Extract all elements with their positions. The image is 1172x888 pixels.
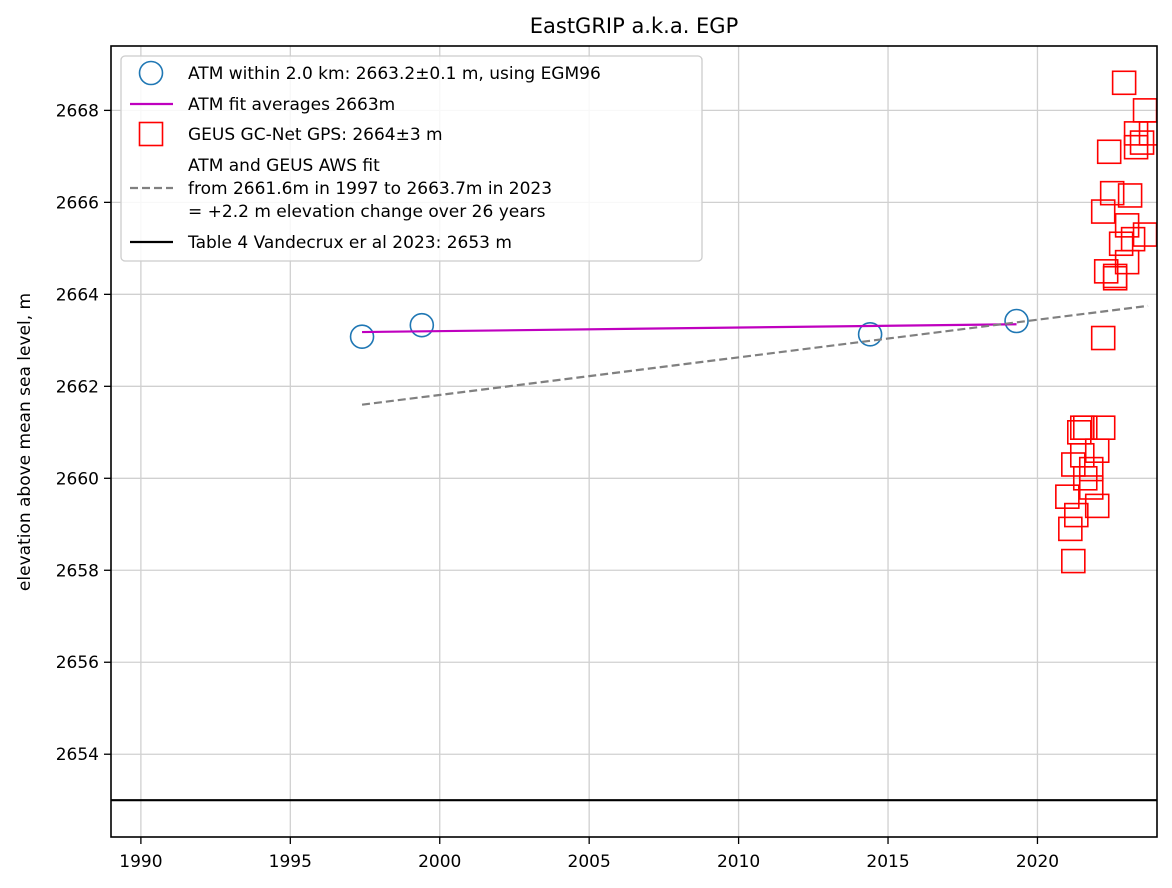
x-tick-label: 2020 xyxy=(1016,852,1059,872)
gps-point xyxy=(1058,516,1083,542)
y-tick-label: 2660 xyxy=(56,469,99,489)
legend-handle-circle xyxy=(138,60,164,86)
x-tick-label: 2005 xyxy=(568,852,611,872)
legend-label: ATM fit averages 2663m xyxy=(188,95,395,115)
gps-point xyxy=(1096,139,1122,165)
gps-point xyxy=(1090,325,1116,351)
gps-point xyxy=(1069,442,1095,468)
legend: ATM within 2.0 km: 2663.2±0.1 m, using E… xyxy=(120,55,703,262)
plot-frame xyxy=(110,45,1158,838)
gps-point xyxy=(1111,70,1137,96)
atm-point xyxy=(349,324,375,349)
gps-point xyxy=(1129,130,1155,155)
atm-point xyxy=(857,322,883,347)
x-tick-label: 2010 xyxy=(717,852,760,872)
gps-point xyxy=(1061,548,1086,574)
legend-label: Table 4 Vandecrux er al 2023: 2653 m xyxy=(187,233,512,253)
y-tick-label: 2654 xyxy=(56,745,99,765)
gps-point xyxy=(1138,121,1157,146)
gps-point xyxy=(1066,420,1092,445)
legend-label: ATM and GEUS AWS fit xyxy=(188,156,380,176)
gps-point xyxy=(1090,199,1116,224)
y-tick-label: 2656 xyxy=(56,653,99,673)
gps-point xyxy=(1117,183,1143,208)
gps-point xyxy=(1055,484,1080,509)
y-tick-label: 2658 xyxy=(56,561,99,581)
gps-point xyxy=(1078,475,1104,500)
plot-data xyxy=(111,70,1157,802)
gps-point xyxy=(1069,415,1095,441)
gps-point xyxy=(1084,493,1110,519)
gps-point xyxy=(1123,121,1149,146)
legend-label: from 2661.6m in 1997 to 2663.7m in 2023 xyxy=(188,179,552,199)
atm-point xyxy=(409,312,435,338)
legend-label: GEUS GC-Net GPS: 2664±3 m xyxy=(188,125,443,145)
gps-point xyxy=(1099,180,1125,206)
y-axis-label: elevation above mean sea level, m xyxy=(15,293,35,591)
gps-point xyxy=(1064,502,1089,528)
gps-point xyxy=(1078,456,1104,482)
legend-label: ATM within 2.0 km: 2663.2±0.1 m, using E… xyxy=(188,64,601,84)
legend-box xyxy=(120,55,703,262)
x-tick-label: 2000 xyxy=(418,852,461,872)
y-tick-label: 2668 xyxy=(56,101,99,121)
y-tick-label: 2664 xyxy=(56,285,99,305)
y-tick-label: 2666 xyxy=(56,193,99,213)
atm-point xyxy=(1004,308,1029,334)
gps-point xyxy=(1084,438,1110,463)
x-tick-label: 1990 xyxy=(119,852,162,872)
x-tick-label: 1995 xyxy=(269,852,312,872)
y-tick-label: 2662 xyxy=(56,377,99,397)
gps-point xyxy=(1090,415,1116,441)
gps-point xyxy=(1093,259,1119,284)
gps-point xyxy=(1114,213,1140,238)
gps-point xyxy=(1061,452,1086,477)
legend-label: = +2.2 m elevation change over 26 years xyxy=(188,202,546,222)
fit-line xyxy=(362,323,1017,334)
x-tick-label: 2015 xyxy=(866,852,909,872)
trend-line xyxy=(361,304,1149,406)
legend-handle-square xyxy=(138,121,164,147)
gps-point xyxy=(1123,134,1149,160)
axis-ticks: 1990 1995 2000 2005 2010 2015 2020 2654 2656 2658… xyxy=(56,101,1059,872)
chart-title: EastGRIP a.k.a. EGP xyxy=(530,14,739,38)
